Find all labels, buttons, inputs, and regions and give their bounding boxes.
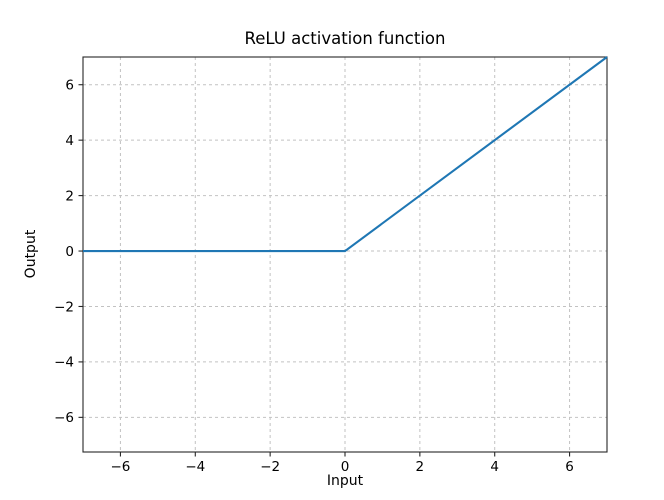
x-tick-label: 2: [416, 459, 425, 475]
x-axis-label: Input: [326, 473, 364, 489]
x-tick-label: −2: [260, 459, 280, 475]
x-tick-label: 4: [490, 459, 499, 475]
y-tick-label: −2: [54, 299, 74, 315]
series-line-relu: [83, 56, 608, 253]
y-tick-label: −4: [54, 355, 74, 371]
x-tick-label: 6: [565, 459, 574, 475]
y-tick-label: 6: [65, 78, 74, 94]
x-tick-label: −6: [110, 459, 130, 475]
y-tick-label: 4: [65, 133, 74, 149]
x-tick-label: −4: [185, 459, 205, 475]
x-tick-label: 0: [341, 459, 350, 475]
chart-title: ReLU activation function: [244, 29, 446, 48]
y-tick-label: −6: [54, 410, 74, 426]
y-axis-label: Output: [23, 229, 39, 279]
y-tick-label: 2: [65, 188, 74, 204]
y-tick-label: 0: [65, 244, 74, 260]
